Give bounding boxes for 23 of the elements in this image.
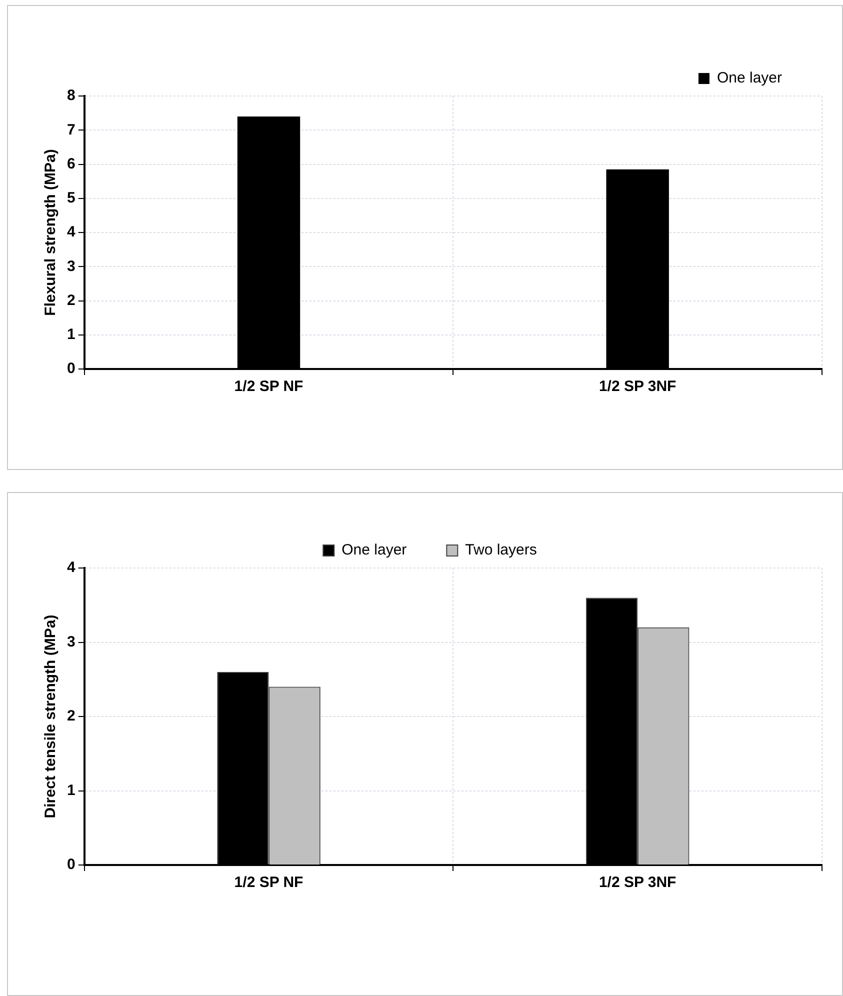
y-tick-label: 3 xyxy=(67,258,76,275)
x-tick-label: 1/2 SP 3NF xyxy=(598,874,676,892)
x-tick-label: 1/2 SP NF xyxy=(234,874,304,892)
y-axis-title: Direct tensile strength (MPa) xyxy=(42,614,60,818)
y-tick-label: 3 xyxy=(67,633,76,650)
y-tick-label: 0 xyxy=(67,856,76,874)
legend-label: One layer xyxy=(342,542,407,559)
y-tick-label: 0 xyxy=(67,360,76,378)
legend-label: One layer xyxy=(716,70,782,87)
y-tick-label: 7 xyxy=(67,121,76,138)
x-tick-label: 1/2 SP NF xyxy=(234,378,304,396)
legend-label: Two layers xyxy=(465,542,537,559)
y-tick-label: 6 xyxy=(67,155,76,172)
y-tick-label: 5 xyxy=(67,190,76,207)
x-tick-label: 1/2 SP 3NF xyxy=(598,378,676,396)
y-tick-label: 4 xyxy=(67,559,76,576)
y-tick-label: 1 xyxy=(67,326,76,344)
y-tick-label: 2 xyxy=(67,708,76,725)
y-tick-label: 2 xyxy=(67,292,76,309)
y-tick-label: 4 xyxy=(67,224,76,241)
y-tick-label: 8 xyxy=(67,87,76,104)
y-tick-label: 1 xyxy=(67,782,76,799)
y-axis-title: Flexural strength (MPa) xyxy=(42,149,60,316)
